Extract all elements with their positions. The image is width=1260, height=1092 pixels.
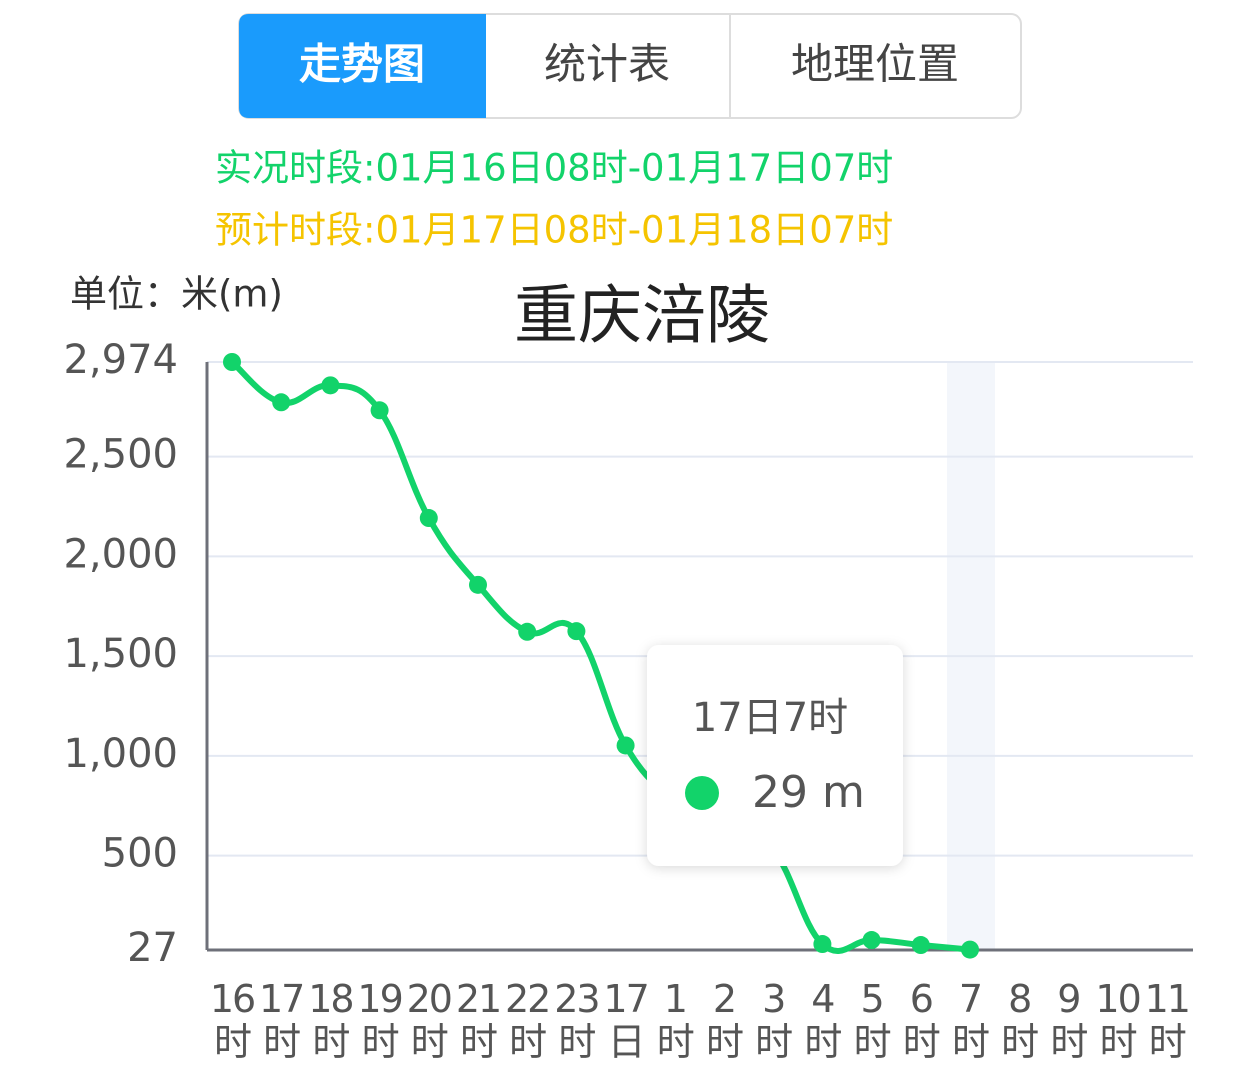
point: [862, 931, 881, 950]
y-tick-label: 27: [127, 925, 178, 971]
point: [567, 622, 586, 641]
x-tick-label: 18时: [308, 977, 354, 1064]
y-axis-label: 单位：米(m): [70, 273, 283, 316]
x-tick-label: 16时: [209, 977, 256, 1064]
x-tick-label: 6时: [902, 977, 941, 1064]
x-tick-label: 8时: [1001, 977, 1039, 1064]
x-tick-label: 22时: [505, 977, 551, 1064]
tooltip-title: 17日7时: [692, 695, 848, 741]
x-tick-label: 11时: [1144, 977, 1191, 1064]
tab[interactable]: 统计表: [544, 40, 670, 89]
y-tick-label: 2,500: [63, 432, 178, 478]
legend-label: 实况时段:01月16日08时-01月17日07时: [215, 147, 893, 190]
tab[interactable]: 地理位置: [791, 40, 959, 89]
x-tick-label: 7时: [951, 977, 990, 1064]
point: [911, 936, 930, 955]
point: [419, 509, 438, 528]
x-tick-label: 17时: [259, 977, 305, 1064]
point: [813, 935, 832, 954]
tooltip-value: 29 m: [752, 767, 865, 818]
tab[interactable]: 走势图: [299, 40, 425, 89]
x-tick-label: 3时: [755, 977, 793, 1064]
point: [370, 401, 389, 420]
x-tick-label: 5时: [853, 977, 892, 1064]
tooltip-box: [647, 645, 903, 866]
tooltip-marker: [685, 776, 719, 810]
chart-title: 重庆涪陵: [514, 280, 770, 354]
y-tick-label: 1,000: [63, 731, 178, 777]
legend-label: 预计时段:01月17日08时-01月18日07时: [215, 209, 893, 252]
x-tick-label: 1时: [656, 977, 695, 1064]
series-line: [229, 359, 971, 954]
point: [223, 353, 241, 371]
x-tick-label: 10时: [1095, 977, 1141, 1064]
y-tick-label: 500: [102, 831, 178, 877]
y-tick-label: 1,500: [63, 631, 178, 677]
point: [961, 940, 979, 959]
x-tick-label: 2时: [705, 977, 744, 1064]
x-tick-label: 23时: [554, 977, 600, 1064]
x-tick-label: 20时: [406, 977, 453, 1064]
x-tick-label: 17日: [603, 977, 649, 1064]
x-tick-label: 4时: [804, 977, 842, 1064]
point: [518, 622, 537, 641]
tooltip: 17日7时 29 m: [647, 645, 903, 866]
x-tick-label: 21时: [455, 977, 502, 1064]
point: [321, 376, 340, 395]
x-tick-label: 9时: [1050, 977, 1088, 1064]
point: [272, 393, 291, 412]
y-tick-label: 2,974: [63, 337, 178, 383]
y-tick-label: 2,000: [63, 531, 178, 577]
tab-active[interactable]: [239, 14, 486, 118]
point: [616, 736, 635, 755]
point: [469, 575, 487, 594]
x-tick-label: 19时: [357, 977, 403, 1064]
